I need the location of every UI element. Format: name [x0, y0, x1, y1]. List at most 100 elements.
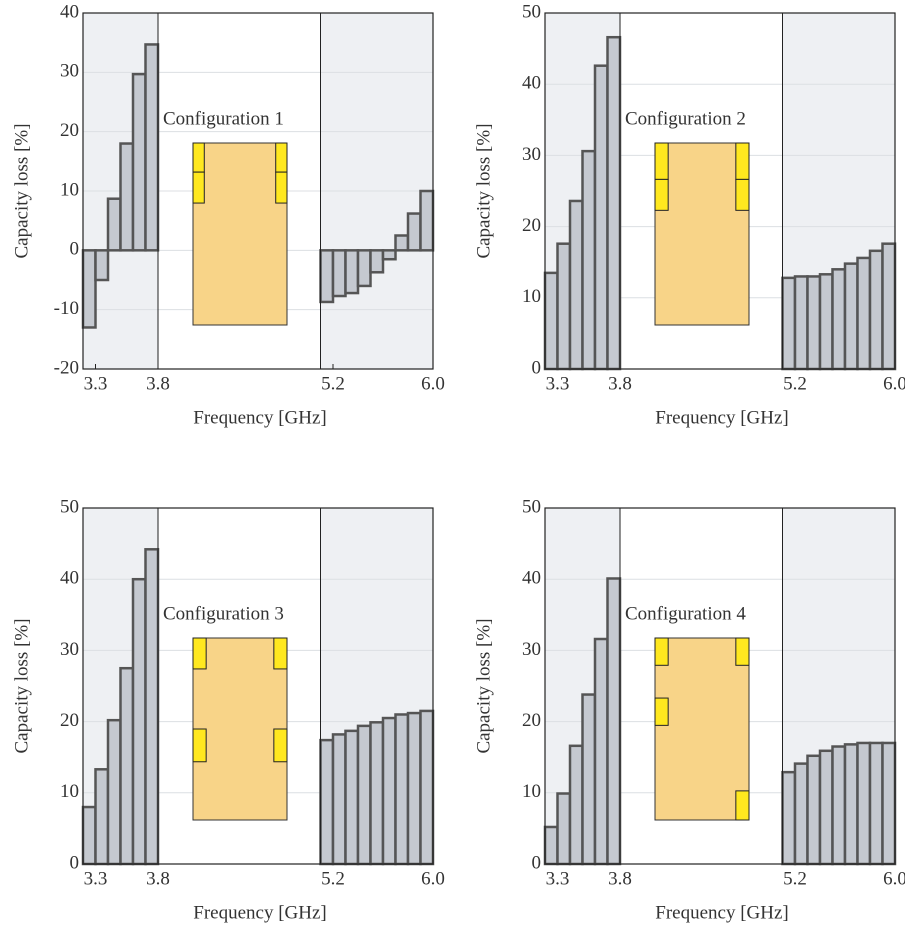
- bar: [593, 64, 609, 371]
- x-tick-label: 3.8: [146, 868, 170, 889]
- y-tick-label: 30: [60, 61, 79, 82]
- antenna: [192, 171, 205, 204]
- bar: [119, 666, 135, 866]
- bar: [381, 716, 397, 866]
- bar: [856, 256, 872, 371]
- antenna: [273, 728, 288, 763]
- annotation: Configuration 3: [163, 603, 284, 624]
- axes-frame: [82, 507, 434, 865]
- bar: [831, 268, 847, 371]
- bar: [406, 212, 422, 252]
- bar: [881, 741, 897, 866]
- bar: [119, 142, 135, 252]
- bar: [344, 729, 360, 866]
- antenna: [275, 142, 288, 173]
- y-tick-label: 10: [60, 781, 79, 802]
- phone-body: [654, 142, 750, 326]
- bar: [781, 770, 797, 866]
- bar: [356, 249, 372, 288]
- antenna: [735, 790, 750, 821]
- x-tick-label: 3.3: [84, 868, 108, 889]
- antenna: [654, 142, 669, 180]
- bar: [369, 249, 385, 274]
- bar: [419, 709, 435, 866]
- y-tick-label: 20: [522, 710, 541, 731]
- y-tick-label: 0: [70, 239, 80, 260]
- bar: [593, 637, 609, 866]
- x-axis-label: Frequency [GHz]: [193, 407, 326, 428]
- x-tick-label: 6.0: [421, 373, 445, 394]
- antenna: [192, 637, 207, 670]
- axes-frame: [544, 12, 896, 370]
- y-tick-label: 30: [60, 639, 79, 660]
- y-tick-label: -20: [54, 357, 79, 378]
- bar: [806, 754, 822, 866]
- antenna: [735, 142, 750, 180]
- y-tick-label: 40: [522, 73, 541, 94]
- bar: [543, 271, 559, 371]
- bar: [356, 724, 372, 866]
- annotation: Configuration 1: [163, 108, 284, 129]
- y-tick-label: 40: [522, 568, 541, 589]
- x-axis-label: Frequency [GHz]: [655, 902, 788, 923]
- phone-body: [654, 637, 750, 821]
- y-tick-label: 0: [532, 852, 542, 873]
- y-tick-label: 20: [60, 120, 79, 141]
- bar: [81, 805, 97, 866]
- bar: [144, 548, 160, 866]
- bar: [131, 577, 147, 866]
- y-axis-label: Capacity loss [%]: [473, 618, 494, 753]
- x-tick-label: 3.3: [546, 868, 570, 889]
- y-tick-label: 20: [60, 710, 79, 731]
- x-tick-label: 6.0: [883, 868, 905, 889]
- y-axis-label: Capacity loss [%]: [473, 123, 494, 258]
- bar: [581, 693, 597, 866]
- antenna: [654, 637, 669, 666]
- bar: [806, 275, 822, 371]
- bar: [543, 825, 559, 866]
- x-tick-label: 5.2: [321, 373, 345, 394]
- bar: [606, 577, 622, 866]
- y-tick-label: 30: [522, 639, 541, 660]
- bar: [881, 242, 897, 371]
- bar: [106, 718, 122, 866]
- y-tick-label: 20: [522, 215, 541, 236]
- y-tick-label: 50: [522, 1, 541, 22]
- bar: [556, 792, 572, 866]
- y-tick-label: 10: [522, 781, 541, 802]
- x-tick-label: 6.0: [883, 373, 905, 394]
- bar: [556, 242, 572, 371]
- bar: [331, 733, 347, 866]
- bar: [843, 262, 859, 371]
- x-axis-label: Frequency [GHz]: [193, 902, 326, 923]
- bar: [369, 721, 385, 866]
- y-tick-label: 50: [522, 496, 541, 517]
- y-axis-label: Capacity loss [%]: [11, 618, 32, 753]
- bar: [94, 249, 110, 282]
- antenna: [273, 637, 288, 670]
- bar: [131, 72, 147, 252]
- bar: [818, 749, 834, 866]
- y-tick-label: 0: [532, 357, 542, 378]
- y-tick-label: -10: [54, 298, 79, 319]
- bar: [394, 234, 410, 252]
- axes-frame: [82, 12, 434, 370]
- x-tick-label: 5.2: [783, 868, 807, 889]
- antenna: [735, 178, 750, 211]
- y-tick-label: 10: [60, 179, 79, 200]
- x-axis-label: Frequency [GHz]: [655, 407, 788, 428]
- bar: [94, 768, 110, 866]
- x-tick-label: 3.8: [608, 373, 632, 394]
- bar: [793, 275, 809, 371]
- bar: [381, 249, 397, 261]
- bar: [868, 741, 884, 866]
- bar: [581, 149, 597, 371]
- y-tick-label: 50: [60, 496, 79, 517]
- bar: [818, 273, 834, 371]
- bar: [868, 249, 884, 371]
- antenna: [192, 142, 205, 173]
- bar: [419, 189, 435, 252]
- phone-body: [192, 142, 288, 326]
- bar: [319, 249, 335, 304]
